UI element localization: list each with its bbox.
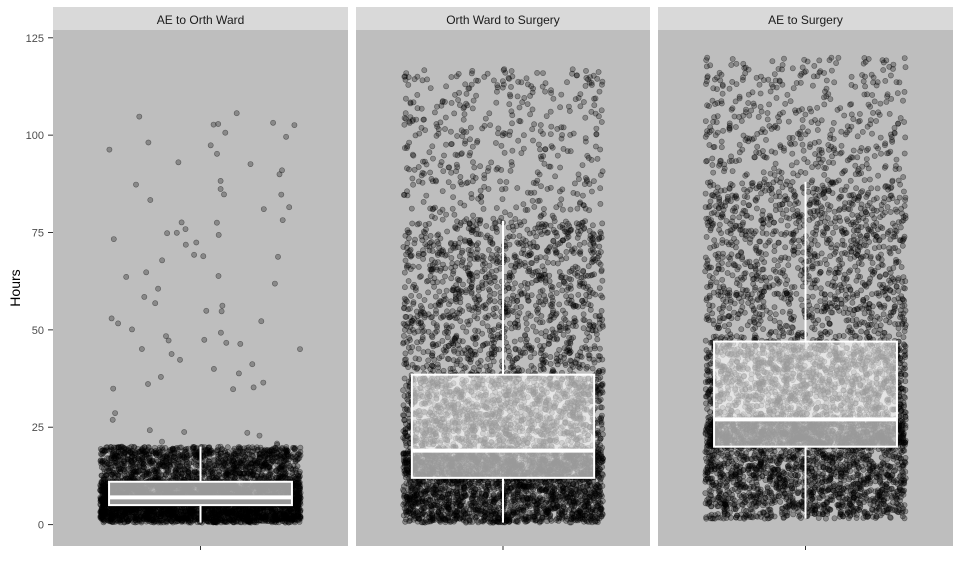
y-axis: 0 25 50 75 100 125 (26, 33, 53, 532)
data-point (211, 511, 218, 518)
data-point (253, 519, 260, 526)
data-point (224, 510, 231, 516)
data-point (128, 509, 135, 516)
data-point (146, 510, 153, 517)
data-point (151, 510, 158, 517)
data-point (125, 506, 132, 513)
data-point (125, 518, 132, 524)
data-point (167, 517, 174, 524)
data-point (256, 513, 263, 520)
data-point (172, 506, 179, 513)
data-point (245, 517, 251, 523)
facet-strip-label: AE to Orth Ward (157, 13, 245, 27)
data-point (295, 516, 302, 523)
data-point (163, 518, 169, 525)
data-point (272, 510, 279, 517)
data-point (242, 511, 249, 518)
data-point (291, 512, 297, 519)
data-point (246, 509, 253, 515)
data-point (246, 519, 253, 525)
data-point (253, 514, 260, 521)
data-point (180, 514, 187, 520)
data-point (288, 512, 295, 519)
y-axis-title: Hours (7, 269, 23, 306)
data-point (167, 507, 174, 514)
data-point (134, 516, 140, 523)
y-tick-label: 75 (32, 228, 44, 240)
facet-strip (53, 7, 348, 30)
data-point (272, 508, 279, 514)
data-point (158, 519, 164, 526)
data-point (289, 512, 296, 519)
data-point (166, 511, 173, 517)
data-point (119, 508, 126, 515)
data-point (262, 512, 269, 519)
data-point (182, 514, 188, 521)
data-point (161, 514, 168, 521)
data-point (182, 508, 189, 515)
data-point (240, 513, 247, 520)
data-point (255, 509, 262, 516)
data-point (292, 489, 299, 496)
data-point (229, 507, 235, 514)
data-point (281, 514, 287, 521)
y-tick-label: 50 (32, 325, 44, 337)
facet-panel: AE to Orth Ward (53, 7, 348, 550)
data-point (207, 511, 214, 517)
data-point (281, 508, 288, 515)
data-point (104, 515, 111, 521)
data-point (189, 507, 196, 514)
data-point (111, 516, 117, 523)
data-point (172, 513, 179, 520)
y-tick-label: 125 (26, 33, 44, 45)
data-point (98, 514, 105, 521)
y-tick-label: 0 (38, 520, 44, 532)
data-point (219, 508, 226, 515)
data-point (187, 507, 194, 514)
data-point (129, 508, 136, 515)
data-point (178, 519, 185, 525)
data-point (232, 509, 238, 516)
data-point (250, 518, 257, 524)
data-point (223, 509, 230, 516)
data-point (101, 485, 107, 492)
data-point (153, 516, 160, 523)
data-point (249, 509, 256, 516)
facet-panels: AE to Orth Ward Orth Ward to Surgery AE to… (53, 7, 953, 550)
data-point (282, 512, 289, 519)
y-tick-label: 25 (32, 422, 44, 434)
data-point (100, 512, 106, 518)
data-point (239, 508, 245, 515)
data-point (178, 517, 185, 524)
data-point (210, 519, 217, 526)
data-point (297, 489, 304, 496)
data-point (100, 519, 107, 526)
data-point (290, 509, 297, 516)
data-point (222, 519, 228, 525)
data-point (232, 511, 238, 518)
data-point (270, 515, 277, 522)
data-point (128, 507, 135, 514)
data-point (231, 519, 238, 526)
data-point (276, 510, 283, 517)
data-point (271, 512, 278, 519)
data-point (205, 518, 211, 525)
data-point (140, 515, 147, 522)
data-point (155, 511, 162, 518)
data-point (213, 517, 220, 524)
data-point (254, 509, 261, 516)
data-point (188, 517, 194, 523)
data-point (254, 513, 261, 519)
data-point (146, 512, 153, 519)
data-point (138, 512, 145, 518)
data-point (108, 509, 115, 515)
y-tick-label: 100 (26, 130, 44, 142)
data-point (288, 517, 295, 524)
data-point (97, 498, 104, 504)
data-point (161, 512, 168, 519)
data-point (268, 518, 275, 524)
